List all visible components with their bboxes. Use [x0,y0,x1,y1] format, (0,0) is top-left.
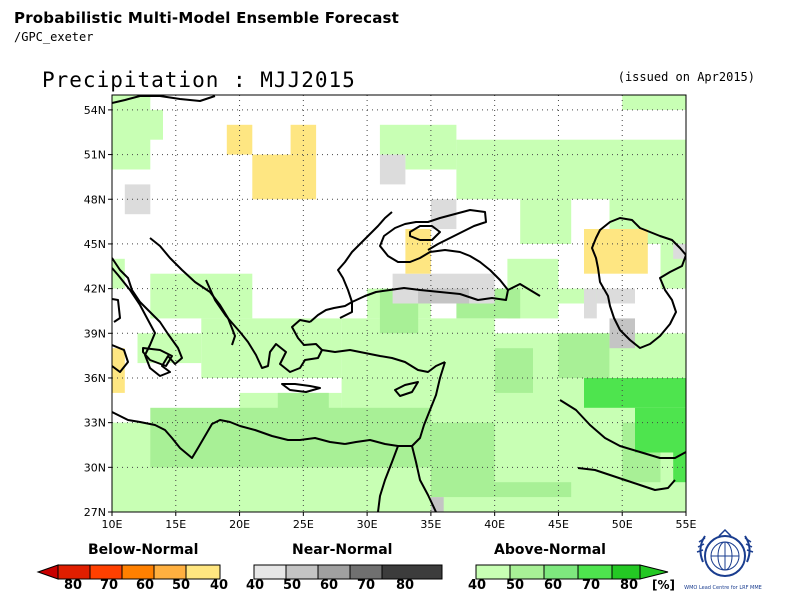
graticule [112,95,686,512]
probability-cell-below-40 [290,124,317,155]
legend-near-bar [253,564,443,580]
legend-above-label: 80 [620,578,639,593]
legend-above-arrow [639,564,669,580]
legend-near-label: 40 [246,578,265,593]
latitude-label: 48N [84,193,106,206]
legend-below-arrow [36,564,59,580]
probability-cell-near-40 [584,288,597,319]
legend-above-swatch-80 [611,564,641,580]
longitude-label: 45E [548,518,569,531]
legend-above-label: 70 [582,578,601,593]
probability-cell-above-40 [660,95,686,110]
legend-above-label: 50 [506,578,525,593]
longitude-label: 50E [612,518,633,531]
probability-cell-above-40 [150,273,253,319]
legend-near-label: 50 [283,578,302,593]
probability-cell-above-70 [584,378,686,408]
legend-below-swatch-70 [89,564,123,580]
legend-below-swatch-50 [153,564,187,580]
legend-below-label: 50 [172,578,191,593]
legend-below-label: 70 [100,578,119,593]
legend-below-label: 60 [136,578,155,593]
probability-cell-above-40 [405,154,457,170]
probability-cell-above-50 [430,422,495,498]
probability-cells [112,95,686,512]
legend-near-swatch-80 [381,564,443,580]
longitude-label: 55E [676,518,697,531]
latitude-labels: 54N 51N 48N 45N 42N 39N 36N 33N 30N 27N [84,104,112,519]
probability-cell-above-70 [635,407,686,453]
legend-above-swatch-40 [475,564,511,580]
probability-cell-above-40 [520,199,572,244]
probability-cell-above-40 [201,318,342,378]
longitude-label: 15E [165,518,186,531]
latitude-label: 30N [84,461,106,474]
latitude-label: 54N [84,104,106,117]
probability-cell-above-50 [494,348,533,393]
longitude-label: 20E [229,518,250,531]
legend-near-label: 60 [320,578,339,593]
legend-above-swatch-70 [577,564,613,580]
probability-cell-above-70 [673,452,686,483]
legend-below-swatch-60 [121,564,155,580]
legend-above-title: Above-Normal [494,542,606,558]
longitude-labels: 10E 15E 20E 25E 30E 35E 40E 45E 50E 55E [102,512,697,531]
legend-near-swatch-70 [349,564,383,580]
legend-below-label: 80 [64,578,83,593]
probability-cell-below-40 [252,154,317,200]
probability-cell-near-40 [673,243,686,259]
probability-cell-near-50 [418,288,470,304]
legend-unit-label: [%] [652,578,675,592]
legend-below-swatch-40 [185,564,221,580]
legend-above-swatch-50 [509,564,545,580]
legend-below-title: Below-Normal [88,542,199,558]
longitude-label: 35E [420,518,441,531]
legend-above-label: 40 [468,578,487,593]
longitude-label: 40E [484,518,505,531]
longitude-label: 25E [293,518,314,531]
probability-cell-above-50 [558,333,610,378]
probability-cell-above-40 [112,258,125,289]
latitude-label: 51N [84,149,106,162]
latitude-label: 39N [84,327,106,340]
probability-cell-above-50 [494,482,572,498]
latitude-label: 42N [84,283,106,296]
legend-near-swatch-40 [253,564,287,580]
legend-near-label: 70 [357,578,376,593]
longitude-label: 10E [102,518,123,531]
probability-cell-above-50 [277,392,329,423]
latitude-label: 36N [84,372,106,385]
legend-below-bar [36,564,221,580]
probability-cell-below-40 [226,124,253,155]
issued-date: (issued on Apr2015) [617,70,755,84]
longitude-label: 30E [357,518,378,531]
latitude-label: 27N [84,506,106,519]
wmo-logo-icon [696,528,754,577]
subtitle: /GPC_exeter [14,30,94,44]
latitude-label: 33N [84,417,106,430]
map-title: Precipitation : MJJ2015 [42,68,356,92]
legend-above-label: 60 [544,578,563,593]
legend-below-swatch-80 [57,564,91,580]
logo-caption: WMO Lead Centre for LRF MME [684,585,762,591]
legend-near-label: 80 [396,578,415,593]
legend-near-title: Near-Normal [292,542,393,558]
legend-below-label: 40 [210,578,229,593]
probability-cell-below-40 [584,229,648,274]
probability-cell-near-40 [596,288,635,304]
map-frame [111,94,687,513]
legend-above-swatch-60 [543,564,579,580]
probability-cell-above-40 [379,124,457,155]
legend-above-bar [475,564,669,580]
latitude-label: 45N [84,238,106,251]
legend-near-swatch-50 [285,564,319,580]
probability-cell-near-40 [379,154,406,185]
probability-cell-above-40 [622,95,661,110]
probability-cell-above-40 [112,109,163,140]
coastlines [112,95,686,512]
legend-near-swatch-60 [317,564,351,580]
main-title: Probabilistic Multi-Model Ensemble Forec… [14,9,400,27]
